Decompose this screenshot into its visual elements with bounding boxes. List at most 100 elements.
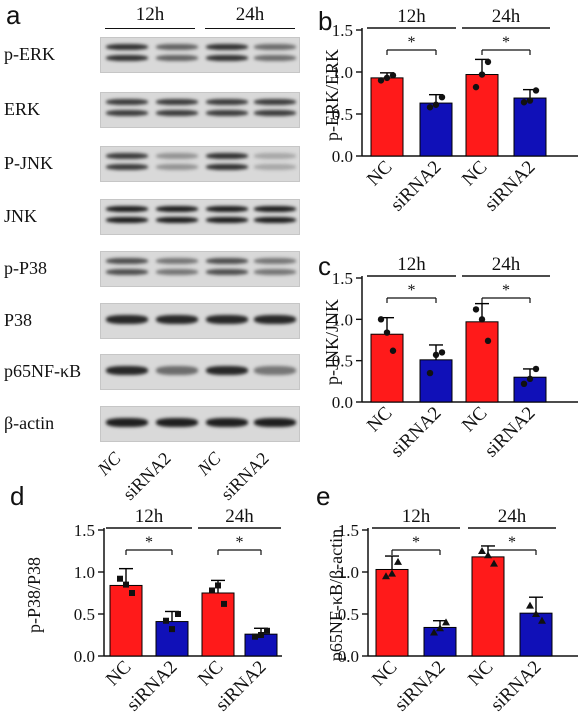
blot-band: [206, 110, 248, 116]
bar-sirna2: [419, 102, 453, 157]
data-point: [484, 337, 492, 345]
data-point: [532, 610, 540, 617]
category-label: siRNA2: [391, 657, 450, 716]
category-label: NC: [363, 157, 397, 191]
data-point: [478, 71, 486, 78]
blot-strip: [100, 199, 300, 235]
blot-timepoint-label: 24h: [235, 4, 265, 25]
data-point: [520, 380, 528, 388]
category-label: siRNA2: [481, 157, 540, 216]
data-point: [388, 569, 396, 577]
blot-timepoint-bracket: [105, 28, 195, 29]
blot-band: [106, 99, 148, 105]
blot-band: [254, 110, 296, 116]
blot-band: [254, 315, 296, 324]
data-point: [377, 316, 385, 323]
blot-strip: [100, 303, 300, 339]
blot-row-label: ERK: [4, 99, 40, 119]
blot-band: [206, 164, 248, 170]
y-axis-label: p-P38/P38: [24, 557, 44, 633]
group-label: 12h: [397, 6, 426, 27]
significance-star: *: [502, 282, 510, 299]
bar-nc: [370, 77, 404, 157]
data-point: [438, 349, 446, 356]
y-tick-label: 1.0: [332, 63, 353, 82]
blot-band: [206, 55, 248, 61]
significance-star: *: [408, 34, 416, 51]
blot-timepoint-label: 12h: [135, 4, 165, 25]
category-label: NC: [194, 657, 228, 691]
panel-letter-c: c: [318, 251, 331, 281]
blot-timepoint-bracket: [205, 28, 295, 29]
data-point: [252, 633, 258, 640]
blot-strip: [100, 354, 300, 390]
blot-band: [206, 366, 248, 375]
blot-band: [106, 258, 148, 264]
data-point: [478, 316, 486, 323]
bar-nc: [471, 556, 505, 657]
blot-band: [106, 153, 148, 159]
blot-band: [106, 206, 148, 212]
blot-strip: [100, 92, 300, 128]
data-point: [394, 557, 402, 565]
blot-strip: [100, 251, 300, 287]
significance-star: *: [236, 534, 244, 551]
blot-band: [156, 153, 198, 159]
y-tick-label: 0.5: [74, 605, 95, 624]
y-tick-label: 1.0: [74, 563, 95, 582]
blot-row-label: JNK: [4, 206, 38, 226]
blot-row-label: p-ERK: [4, 44, 55, 64]
western-blot-panel: a 12h 24h p-ERK ERK P-JNK JNK p-P38 P38 p65NF-κB β…: [0, 0, 310, 504]
blot-band: [156, 418, 198, 427]
category-label: siRNA2: [123, 657, 182, 716]
data-point: [163, 617, 169, 624]
significance-star: *: [508, 534, 516, 551]
blot-strip: [100, 37, 300, 73]
blot-band: [156, 206, 198, 212]
y-tick-label: 0.5: [332, 105, 353, 124]
data-point: [169, 626, 175, 633]
group-label: 24h: [225, 506, 254, 527]
bar-nc: [109, 584, 143, 657]
category-label: siRNA2: [487, 657, 546, 716]
y-axis-label: p65NF-κB/β-actin: [326, 529, 346, 661]
group-label: 24h: [498, 506, 527, 527]
group-label: 12h: [402, 506, 431, 527]
blot-band: [106, 366, 148, 375]
panel-letter-a: a: [6, 0, 21, 30]
blot-band: [254, 217, 296, 223]
blot-band: [156, 366, 198, 375]
bar-nc: [465, 321, 499, 403]
data-point: [490, 559, 498, 567]
blot-band: [206, 315, 248, 324]
data-point: [426, 369, 434, 377]
data-point: [264, 627, 270, 634]
bar-sirna2: [513, 97, 547, 157]
significance-star: *: [145, 534, 153, 551]
category-label: NC: [363, 403, 397, 437]
blot-strip: [100, 406, 300, 442]
data-point: [526, 375, 534, 383]
category-label: NC: [102, 657, 136, 691]
blot-band: [156, 258, 198, 264]
panel-letter-d: d: [10, 481, 24, 511]
data-point: [520, 99, 528, 106]
y-tick-label: 0.0: [332, 147, 353, 166]
blot-band: [254, 366, 296, 375]
group-label: 12h: [397, 254, 426, 275]
category-label: NC: [458, 157, 492, 191]
data-point: [526, 97, 534, 104]
blot-band: [106, 164, 148, 170]
blot-band: [106, 55, 148, 61]
data-point: [532, 365, 540, 373]
data-point: [215, 582, 221, 589]
blot-band: [254, 269, 296, 275]
blot-band: [106, 110, 148, 116]
blot-band: [156, 110, 198, 116]
blot-band: [156, 55, 198, 61]
y-axis-label: p-JNK/JNK: [322, 299, 342, 385]
blot-band: [156, 269, 198, 275]
category-label: NC: [368, 657, 402, 691]
data-point: [478, 547, 486, 554]
data-point: [389, 72, 397, 79]
